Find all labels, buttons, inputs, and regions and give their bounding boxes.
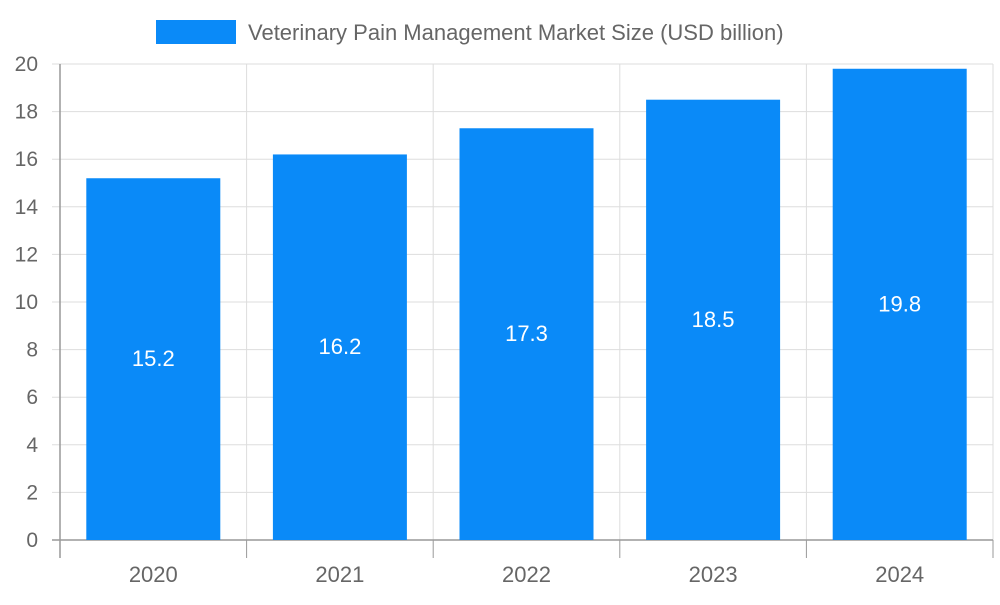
y-tick-label: 18	[15, 101, 38, 124]
bar-2021	[272, 154, 407, 540]
y-tick-label: 20	[15, 53, 38, 76]
data-label: 19.8	[878, 291, 921, 316]
y-tick-label: 16	[15, 148, 38, 171]
legend-swatch	[156, 20, 236, 44]
bar-2020	[86, 178, 221, 541]
y-tick-label: 8	[26, 339, 38, 362]
bar-2022	[459, 128, 594, 540]
data-label: 16.2	[318, 334, 361, 359]
data-label: 18.5	[692, 307, 735, 332]
legend-label: Veterinary Pain Management Market Size (…	[248, 20, 784, 45]
bar-2024	[832, 68, 967, 540]
y-tick-label: 12	[15, 243, 38, 266]
y-tick-label: 14	[15, 196, 39, 219]
y-tick-label: 10	[15, 291, 38, 314]
legend: Veterinary Pain Management Market Size (…	[156, 20, 784, 45]
y-tick-label: 2	[26, 481, 38, 504]
data-label: 15.2	[132, 346, 175, 371]
bars	[86, 68, 967, 541]
data-labels: 15.2 16.2 17.3 18.5 19.8	[132, 291, 921, 371]
x-tick-label: 2021	[315, 562, 364, 587]
x-tick-label: 2024	[875, 562, 924, 587]
y-tick-label: 0	[26, 529, 38, 552]
bar-2023	[646, 99, 781, 540]
x-tick-label: 2022	[502, 562, 551, 587]
x-tick-label: 2023	[689, 562, 738, 587]
data-label: 17.3	[505, 321, 548, 346]
y-tick-label: 4	[26, 434, 38, 457]
x-tick-label: 2020	[129, 562, 178, 587]
y-tick-label: 6	[26, 386, 38, 409]
